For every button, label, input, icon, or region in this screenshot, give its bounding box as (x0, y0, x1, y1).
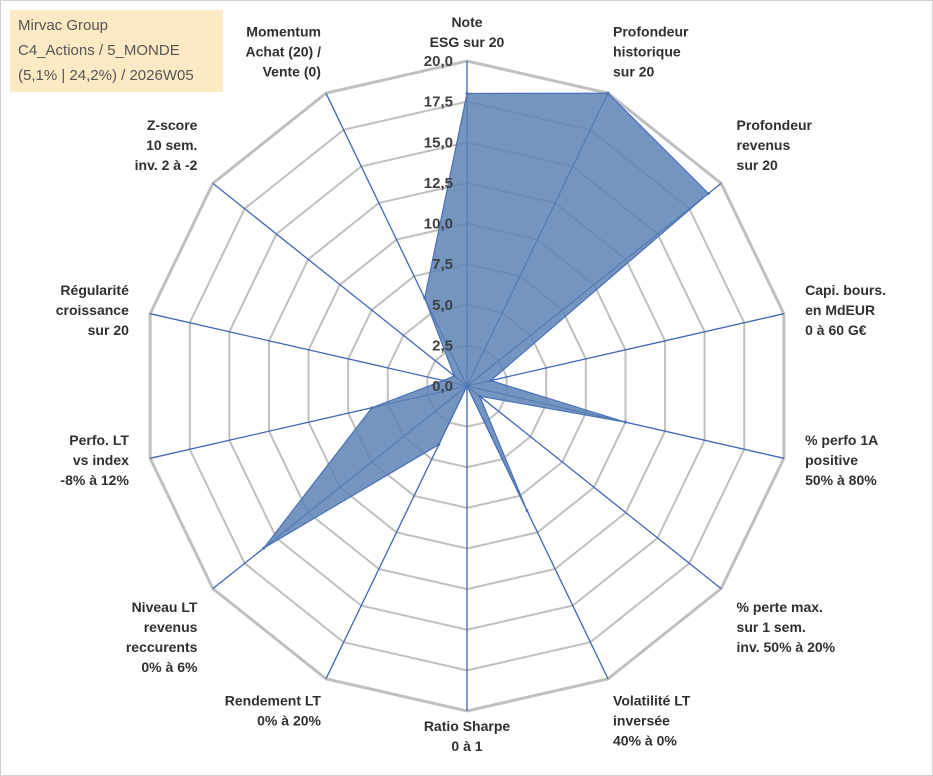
tick-label: 20,0 (424, 53, 453, 70)
axis-label: Vente (0) (263, 63, 321, 79)
axis-label: ESG sur 20 (430, 34, 505, 50)
axis-label: 10 sem. (146, 137, 197, 153)
axis-label: 0% à 6% (141, 659, 198, 675)
axis-spoke (150, 313, 468, 387)
series-point (478, 394, 482, 398)
radar-series (262, 91, 710, 550)
axis-label: Perfo. LT (69, 432, 129, 448)
series-point (606, 91, 610, 95)
axis-label: Capi. bours. (805, 282, 886, 298)
axis-label: 50% à 80% (805, 472, 877, 488)
radar-tick-labels: 0,0 2,5 5,0 7,5 10,0 12,5 15,0 17,5 20,0 (424, 53, 453, 395)
axis-label: 40% à 0% (613, 733, 677, 749)
series-point (452, 374, 456, 378)
series-point (489, 379, 493, 383)
axis-label: positive (805, 452, 858, 468)
axis-label: 0% à 20% (257, 713, 321, 729)
axis-label: Note (451, 14, 482, 30)
axis-label: en MdEUR (805, 302, 875, 318)
axis-spoke (466, 313, 784, 387)
axis-label: vs index (73, 452, 129, 468)
axis-label: reccurents (126, 639, 198, 655)
tick-label: 7,5 (432, 256, 453, 273)
axis-label: inv. 2 à -2 (135, 157, 198, 173)
series-point (423, 296, 427, 300)
axis-label: Niveau LT (132, 599, 198, 615)
performance-line: (5,1% | 24,2%) / 2026W05 (18, 67, 194, 84)
axis-spoke (212, 182, 468, 387)
axis-label: % perte max. (737, 599, 823, 615)
series-point (465, 92, 469, 95)
tick-label: 12,5 (424, 175, 453, 192)
axis-label: sur 20 (88, 322, 129, 338)
series-point (623, 420, 627, 424)
axis-label: Profondeur (613, 23, 689, 39)
tick-label: 17,5 (424, 94, 453, 111)
tick-label: 15,0 (424, 134, 453, 151)
axis-label: historique (613, 43, 681, 59)
axis-label: % perfo 1A (805, 432, 878, 448)
radar-axis-labels: Note ESG sur 20 Profondeur historique sur 20… (56, 14, 886, 754)
tick-label: 10,0 (424, 216, 453, 233)
axis-label: Z-score (147, 117, 198, 133)
axis-label: Régularité (60, 282, 129, 298)
tick-label: 0,0 (432, 378, 453, 395)
axis-label: Momentum (246, 23, 321, 39)
series-point (525, 508, 529, 512)
axis-label: 0 à 1 (451, 738, 482, 754)
series-point (441, 379, 445, 383)
axis-label: revenus (144, 619, 198, 635)
series-point (262, 546, 266, 550)
category-line: C4_Actions / 5_MONDE (18, 42, 180, 59)
company-name: Mirvac Group (18, 17, 109, 34)
axis-label: sur 20 (737, 157, 778, 173)
axis-label: Ratio Sharpe (424, 718, 511, 734)
axis-label: inversée (613, 713, 670, 729)
tick-label: 2,5 (432, 337, 453, 354)
axis-label: Profondeur (737, 117, 813, 133)
axis-label: 0 à 60 G€ (805, 322, 867, 338)
axis-label: Volatilité LT (613, 693, 691, 709)
info-box: Mirvac Group C4_Actions / 5_MONDE (5,1% … (10, 10, 223, 92)
axis-label: revenus (737, 137, 791, 153)
axis-spoke (466, 385, 722, 590)
axis-label: sur 1 sem. (737, 619, 806, 635)
axis-label: inv. 50% à 20% (737, 639, 836, 655)
series-point (370, 406, 374, 410)
tick-label: 5,0 (432, 297, 453, 314)
series-point (437, 443, 441, 447)
axis-label: -8% à 12% (60, 472, 129, 488)
series-point (465, 384, 469, 388)
axis-label: Achat (20) / (246, 43, 322, 59)
axis-label: croissance (56, 302, 129, 318)
axis-label: Rendement LT (225, 693, 322, 709)
series-point (706, 191, 710, 195)
axis-label: sur 20 (613, 63, 654, 79)
